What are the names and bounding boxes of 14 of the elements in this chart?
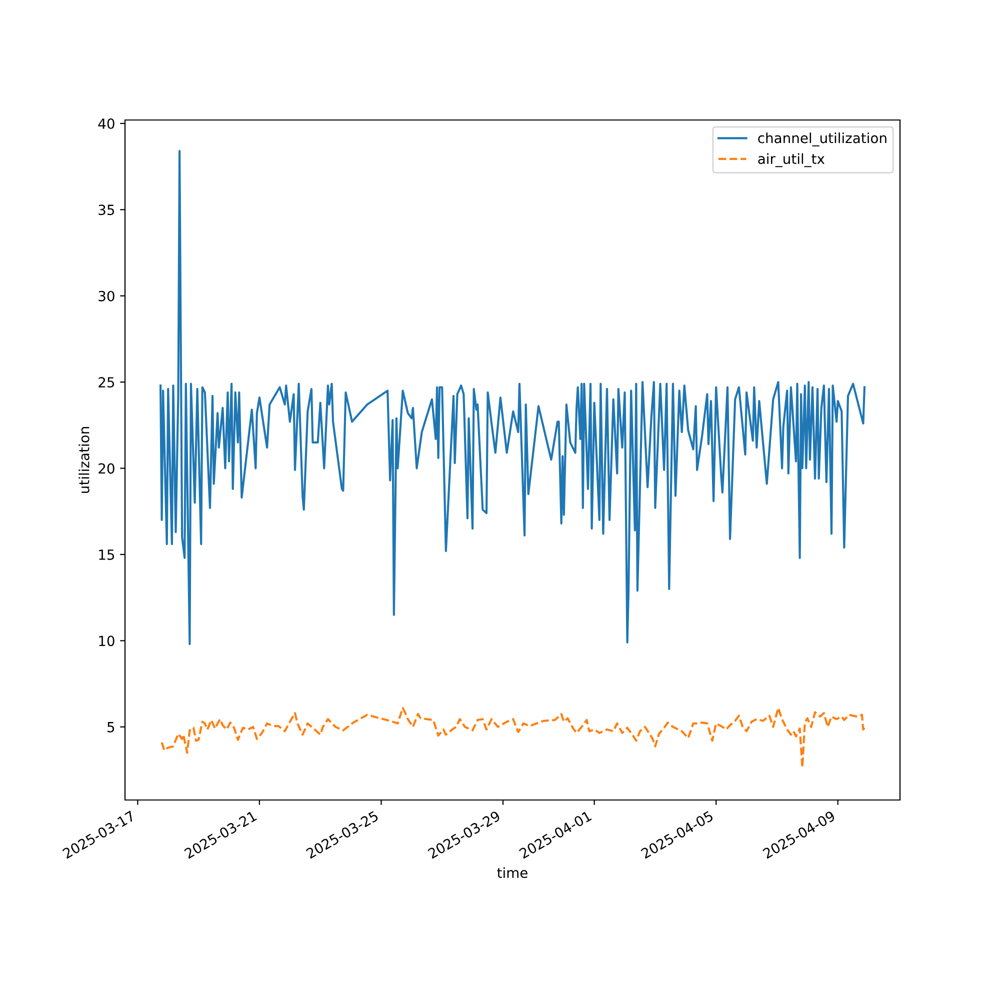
x-axis-title: time: [497, 867, 528, 878]
y-tick-label: 40: [98, 118, 114, 129]
y-tick-label: 15: [99, 550, 114, 560]
line-series: [160, 706, 866, 768]
y-tick-label: 20: [98, 463, 114, 474]
legend-label: channel_utilization: [758, 132, 886, 146]
y-axis-title: utilization: [78, 427, 90, 493]
y-tick-label: 30: [98, 290, 114, 302]
legend-label: air_util_tx: [758, 153, 825, 168]
line-series: [159, 150, 866, 646]
y-tick-label: 25: [98, 377, 114, 388]
y-tick-label: 10: [99, 636, 114, 646]
y-tick-label: 5: [108, 722, 114, 732]
y-tick-label: 35: [98, 204, 114, 216]
